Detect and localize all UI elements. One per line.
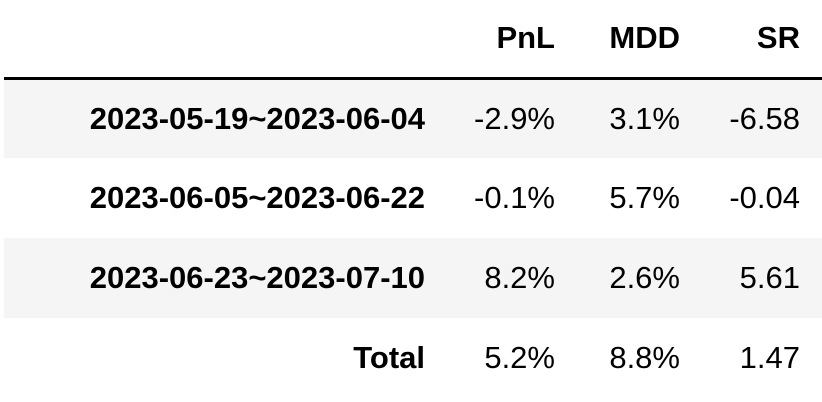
cell-sr: -6.58 [729, 100, 800, 136]
table-row: 2023-06-23~2023-07-10 8.2% 2.6% 5.61 [4, 238, 822, 318]
row-label: 2023-05-19~2023-06-04 [89, 100, 425, 136]
total-row: Total 5.2% 8.8% 1.47 [4, 318, 822, 398]
row-label: 2023-06-23~2023-07-10 [89, 260, 425, 295]
table-row: 2023-06-05~2023-06-22 -0.1% 5.7% -0.04 [4, 158, 822, 238]
cell-mdd: 3.1% [609, 100, 680, 136]
cell-mdd: 8.8% [609, 340, 680, 375]
cell-pnl: 8.2% [484, 260, 555, 295]
cell-pnl: -0.1% [474, 180, 555, 215]
cell-pnl: 5.2% [484, 340, 555, 375]
cell-sr: 5.61 [739, 260, 800, 295]
table-row: 2023-05-19~2023-06-04 -2.9% 3.1% -6.58 [4, 78, 822, 158]
cell-sr: 1.47 [739, 340, 800, 375]
header-pnl: PnL [425, 0, 555, 80]
results-table: PnL MDD SR 2023-05-19~2023-06-04 -2.9% 3… [4, 0, 822, 398]
cell-sr: -0.04 [729, 180, 800, 215]
header-sr: SR [680, 0, 822, 80]
cell-mdd: 2.6% [609, 260, 680, 295]
row-label: 2023-06-05~2023-06-22 [89, 180, 425, 215]
header-mdd: MDD [555, 0, 680, 80]
cell-pnl: -2.9% [474, 100, 555, 136]
header-row: PnL MDD SR [4, 0, 822, 80]
cell-mdd: 5.7% [609, 180, 680, 215]
row-label: Total [353, 340, 425, 375]
index-header [4, 0, 425, 80]
